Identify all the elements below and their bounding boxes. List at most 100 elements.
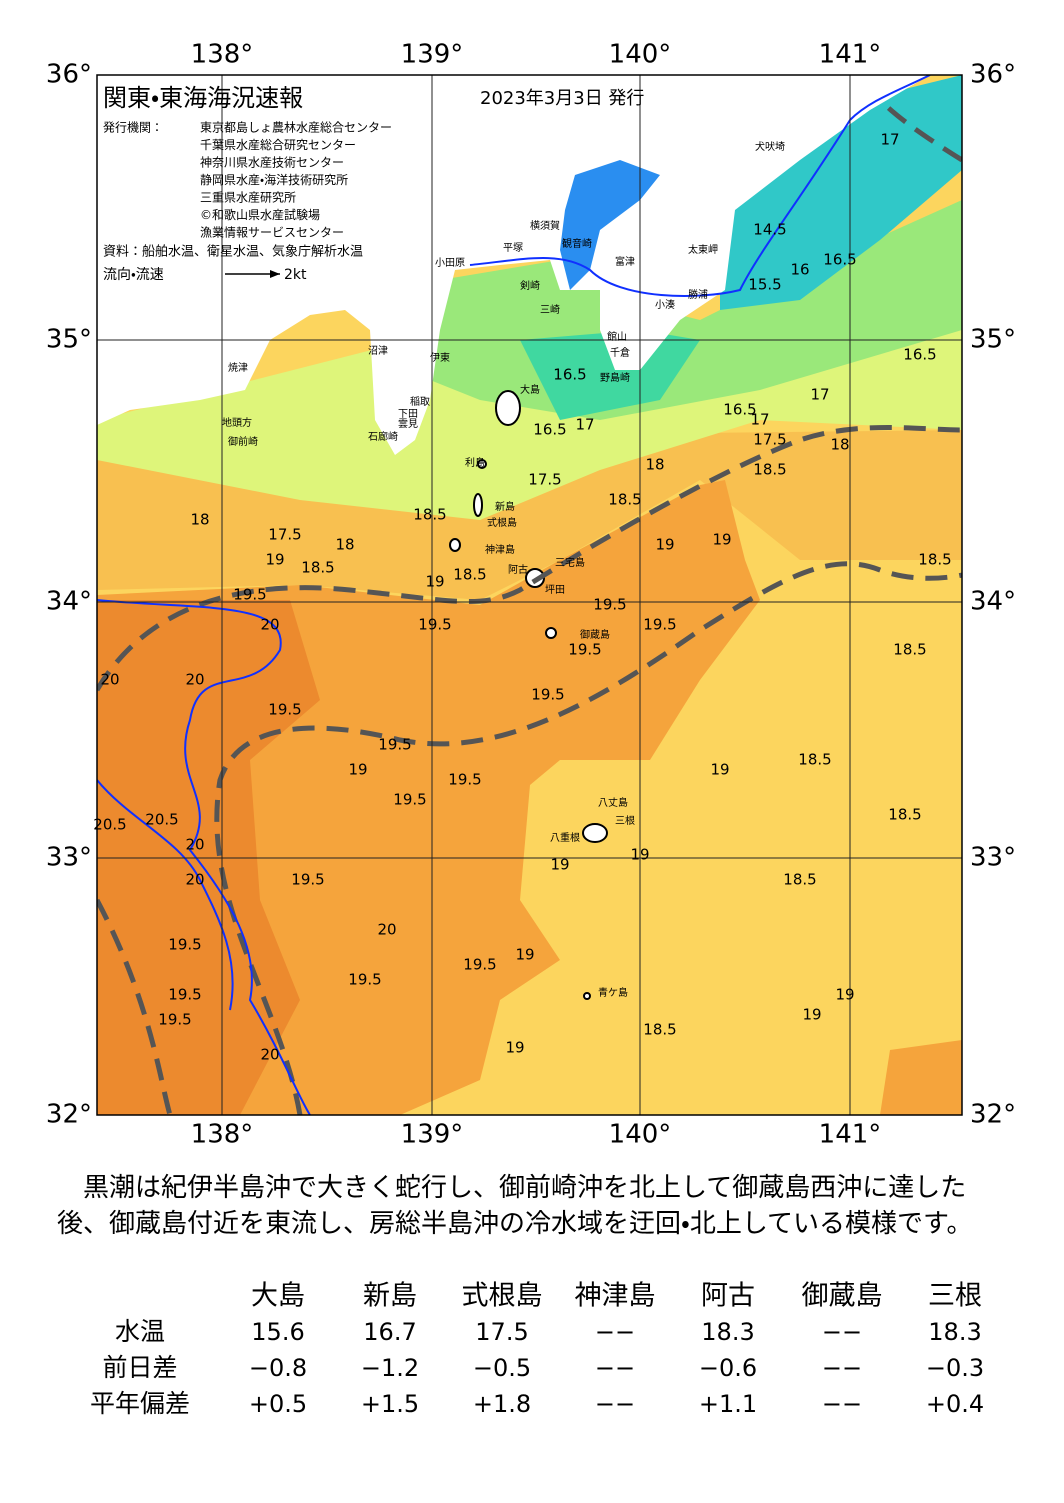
publisher-label: 発行機関： [103,121,163,135]
lon-label: 141° [819,40,882,70]
summary: 黒潮は紀伊半島沖で大きく蛇行し、御前崎沖を北上して御蔵島西沖に達した後、御蔵島付… [57,1173,973,1239]
contour-label: 20 [185,836,204,854]
publisher: 千葉県水産総合研究センター [200,137,356,152]
contour-label: 18 [645,456,664,474]
table-cell: +1.8 [473,1390,531,1418]
kuroshio-line [878,98,962,163]
place-name: 利島 [465,456,485,469]
contour-label: 19.5 [568,641,601,659]
table-cell: +0.4 [926,1390,984,1418]
column-header: 式根島 [462,1281,543,1312]
place-name: 三宅島 [555,556,585,569]
place-name: 勝浦 [688,288,708,301]
table-cell: 18.3 [928,1318,981,1346]
publisher: 漁業情報サービスセンター [200,226,344,240]
contour-label: 19.5 [233,586,266,604]
table-cell: 16.7 [363,1318,416,1346]
place-name: 新島 [495,500,515,513]
contour-label: 18 [190,511,209,529]
contour-label: 20 [260,616,279,634]
publisher: 静岡県水産・海洋技術研究所 [200,172,348,187]
lon-label: 141° [819,1120,882,1150]
title: 関東・東海海況速報 [103,84,303,112]
place-name: 青ケ島 [598,986,628,999]
place-name: 式根島 [487,516,517,529]
contour-line [469,75,931,297]
lat-label: 33° [970,843,1016,873]
lat-label: 33° [46,843,92,873]
place-name: 焼津 [228,362,248,374]
flow-arrowhead [270,270,280,278]
flow-scale: 2kt [284,267,307,283]
contour-label: 19.5 [393,791,426,809]
contour-line [97,599,311,1115]
contour-label: 16.5 [823,251,856,269]
contour-label: 19.5 [463,956,496,974]
contour-label: 18.5 [753,461,786,479]
publisher: 三重県水産研究所 [200,191,296,205]
place-name: 千倉 [610,347,630,359]
contour-label: 18.5 [918,551,951,569]
sea [520,330,700,420]
contour-label: 16.5 [903,346,936,364]
contour-label: 18.5 [453,566,486,584]
contour-label: 18.5 [888,806,921,824]
island [473,493,483,517]
contour-label: 20 [260,1046,279,1064]
column-header: 三根 [928,1281,982,1312]
lat-label: 34° [970,587,1016,617]
publisher: 東京都島しょ農林水産総合センター [200,120,392,135]
lat-label: 32° [970,1100,1016,1130]
issue-date: 2023年3月3日 発行 [480,88,644,109]
sea [880,1040,962,1115]
contour-label: 18.5 [608,491,641,509]
row-label: 前日差 [102,1353,177,1382]
table-cell: 18.3 [701,1318,754,1346]
lon-label: 140° [609,40,672,70]
contour-label: 19.5 [168,986,201,1004]
place-name: 太東岬 [688,243,718,256]
contour-label: 14.5 [753,221,786,239]
island [477,459,487,469]
place-name: 御前崎 [228,435,258,448]
place-name: 八重根 [550,831,580,844]
contour-label: 19 [712,531,731,549]
island [545,627,557,639]
table-cell: −0.5 [473,1354,531,1382]
table-cell: +1.5 [361,1390,419,1418]
table-cell: 15.6 [251,1318,304,1346]
table-cell: −− [822,1354,862,1382]
place-name: 下田 [398,409,418,420]
contour-label: 19 [802,1006,821,1024]
place-name: 横須賀 [530,219,560,232]
contour-label: 19.5 [291,871,324,889]
contour-label: 19.5 [418,616,451,634]
contour-label: 18 [335,536,354,554]
place-name: 八丈島 [598,796,628,809]
place-name: 館山 [607,330,627,343]
place-name: 沼津 [368,344,388,357]
table-cell: −− [595,1318,635,1346]
table-cell: −− [595,1390,635,1418]
contour-label: 19 [515,946,534,964]
contour-label: 19 [710,761,729,779]
place-name: 神津島 [485,543,515,556]
contour-label: 19.5 [158,1011,191,1029]
place-name: 剣崎 [520,279,540,292]
place-name: 伊東 [430,351,450,364]
lon-label: 140° [609,1120,672,1150]
flow-label: 流向・流速 [103,267,164,283]
lon-label: 139° [401,1120,464,1150]
island [583,992,591,1000]
contour-label: 19.5 [448,771,481,789]
publisher: 神奈川県水産技術センター [200,155,344,170]
contour-label: 19.5 [643,616,676,634]
row-label: 平年偏差 [90,1389,190,1418]
contour-label: 17.5 [753,431,786,449]
table-cell: 17.5 [475,1318,528,1346]
contour-label: 19 [505,1039,524,1057]
place-name: 富津 [615,255,635,268]
contour-label: 19.5 [168,936,201,954]
contour-label: 17 [880,131,899,149]
